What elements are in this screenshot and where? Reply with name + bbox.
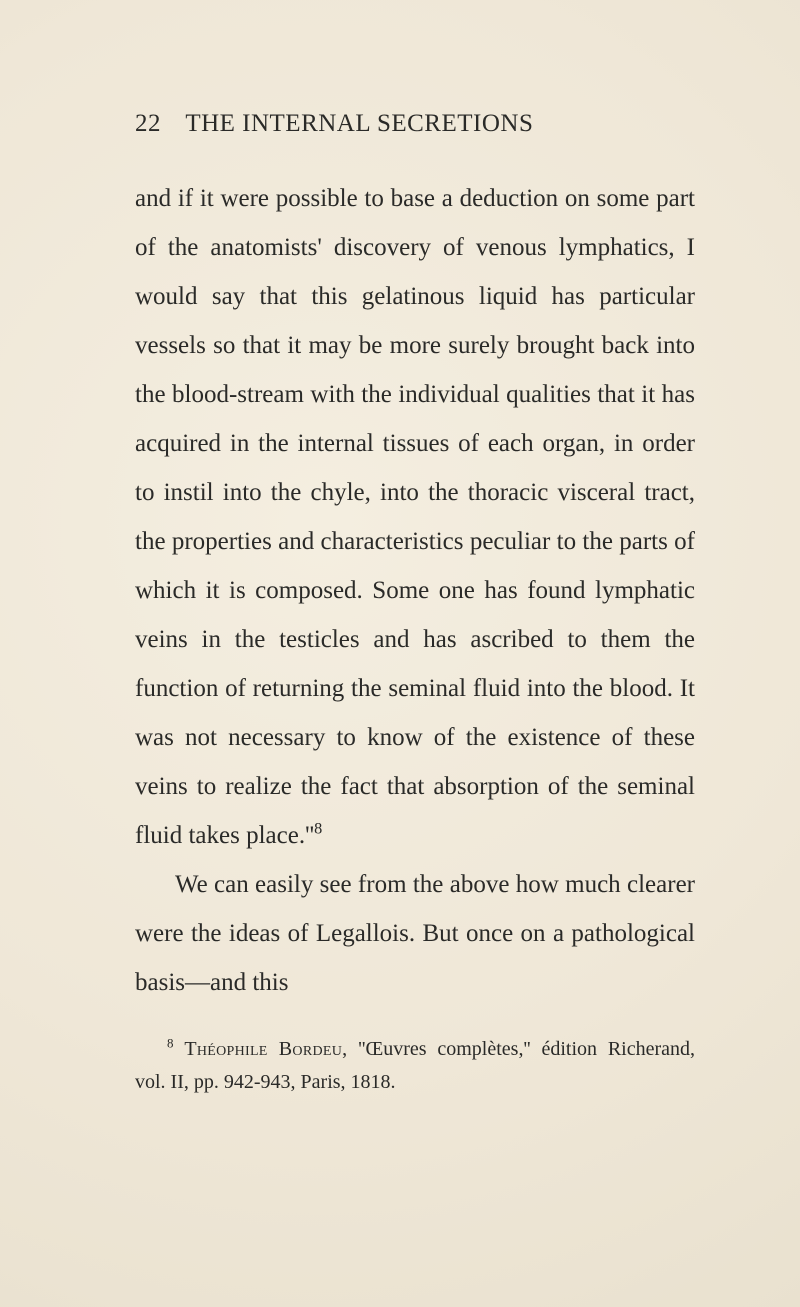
paragraph-2: We can easily see from the above how muc…	[135, 860, 695, 1007]
footnote-marker: 8	[167, 1035, 174, 1050]
footnote-marker-inline: 8	[314, 820, 322, 838]
running-head: 22 THE INTERNAL SECRETIONS	[135, 110, 695, 138]
footnote: 8 Théophile Bordeu, ''Œuvres complètes,'…	[135, 1033, 695, 1099]
footnote-author: Théophile Bordeu,	[184, 1038, 347, 1060]
body-text: and if it were possible to base a deduct…	[135, 174, 695, 1007]
page-number: 22	[135, 110, 161, 138]
paragraph-1: and if it were possible to base a deduct…	[135, 174, 695, 860]
running-title: THE INTERNAL SECRETIONS	[185, 110, 533, 137]
paragraph-1-text: and if it were possible to base a deduct…	[135, 185, 695, 849]
book-page: 22 THE INTERNAL SECRETIONS and if it wer…	[0, 0, 800, 1307]
